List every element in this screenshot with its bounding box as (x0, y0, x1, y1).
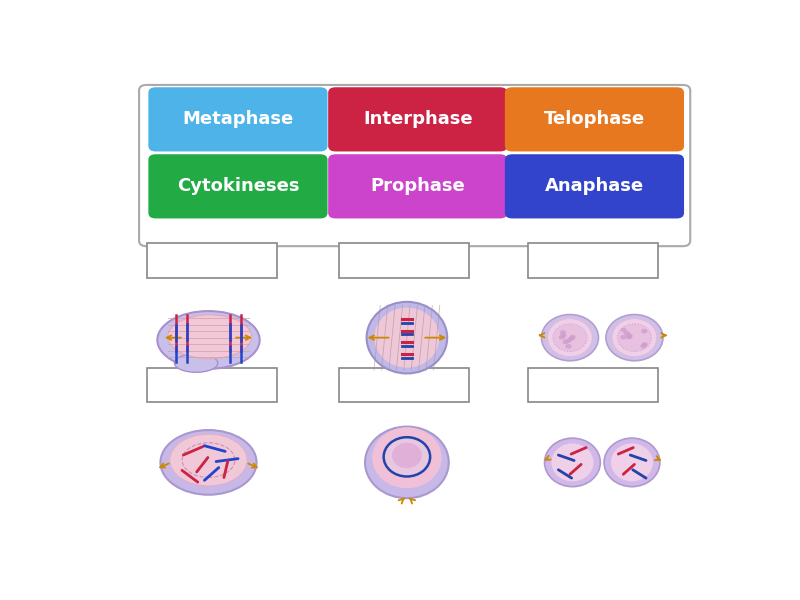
Bar (146, 368, 277, 403)
Ellipse shape (606, 314, 663, 361)
Ellipse shape (604, 438, 660, 487)
Circle shape (560, 333, 566, 338)
Ellipse shape (611, 443, 653, 481)
Text: Telophase: Telophase (544, 110, 645, 128)
Ellipse shape (170, 434, 247, 486)
Ellipse shape (618, 324, 651, 352)
Text: Metaphase: Metaphase (182, 110, 294, 128)
Circle shape (626, 334, 633, 338)
FancyBboxPatch shape (328, 87, 507, 151)
Ellipse shape (542, 314, 598, 361)
Ellipse shape (551, 443, 594, 481)
Circle shape (570, 335, 576, 340)
Circle shape (565, 338, 571, 343)
Ellipse shape (366, 302, 447, 373)
Ellipse shape (545, 438, 600, 487)
Bar (528, 243, 658, 278)
FancyBboxPatch shape (505, 87, 684, 151)
Ellipse shape (161, 430, 257, 495)
Text: Cytokineses: Cytokineses (177, 178, 299, 196)
Ellipse shape (374, 308, 439, 368)
Circle shape (624, 331, 630, 335)
Circle shape (640, 344, 646, 349)
Circle shape (558, 335, 565, 340)
Text: Interphase: Interphase (363, 110, 473, 128)
Circle shape (642, 329, 647, 334)
Ellipse shape (612, 319, 657, 356)
Ellipse shape (158, 311, 260, 369)
Ellipse shape (372, 427, 442, 488)
Ellipse shape (392, 443, 422, 468)
Ellipse shape (168, 315, 251, 359)
Ellipse shape (384, 437, 430, 476)
Circle shape (642, 342, 648, 347)
FancyBboxPatch shape (148, 87, 327, 151)
Circle shape (560, 330, 566, 335)
FancyBboxPatch shape (139, 85, 690, 246)
Text: Anaphase: Anaphase (545, 178, 644, 196)
Circle shape (621, 328, 626, 332)
FancyBboxPatch shape (328, 154, 507, 218)
Bar (528, 368, 658, 403)
Ellipse shape (553, 324, 587, 352)
Ellipse shape (174, 354, 218, 372)
Circle shape (626, 335, 632, 340)
Circle shape (568, 337, 574, 341)
Bar (338, 368, 469, 403)
FancyBboxPatch shape (505, 154, 684, 218)
Circle shape (566, 344, 572, 349)
Bar (338, 243, 469, 278)
Bar (146, 243, 277, 278)
FancyBboxPatch shape (148, 154, 327, 218)
Circle shape (562, 340, 569, 344)
Ellipse shape (548, 319, 592, 356)
Ellipse shape (365, 427, 449, 498)
Circle shape (620, 335, 626, 340)
Text: Prophase: Prophase (370, 178, 465, 196)
